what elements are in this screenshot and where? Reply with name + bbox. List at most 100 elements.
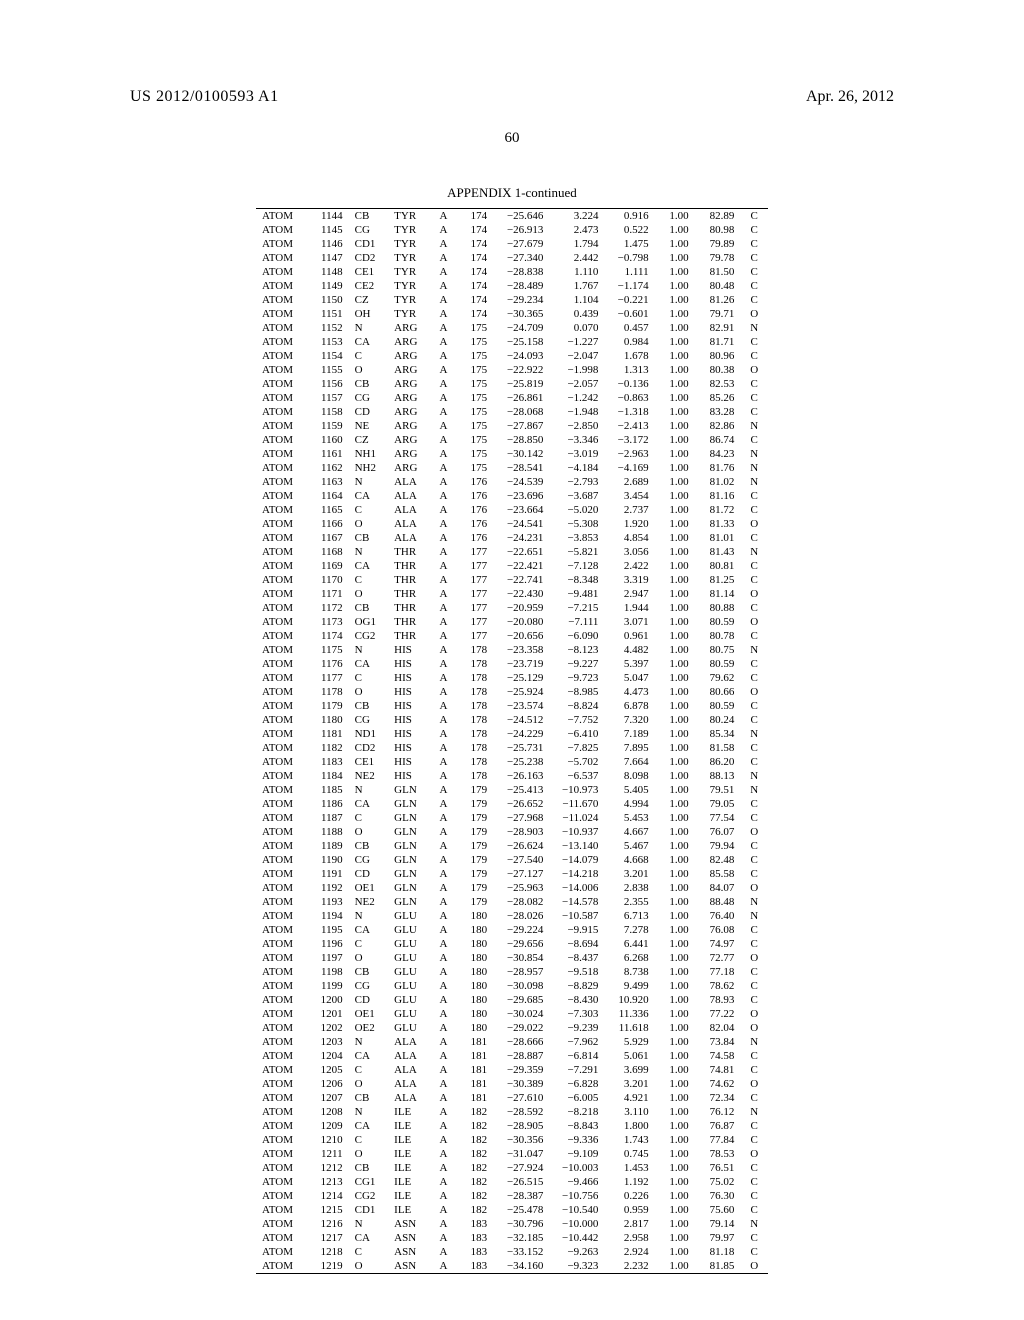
table-cell: 1174 <box>308 629 349 643</box>
table-cell: 182 <box>457 1105 493 1119</box>
table-cell: 1200 <box>308 993 349 1007</box>
table-cell: 1205 <box>308 1063 349 1077</box>
table-cell: C <box>740 265 768 279</box>
table-cell: A <box>430 1063 458 1077</box>
table-cell: C <box>349 573 389 587</box>
table-row: ATOM1218CASNA183−33.152−9.2632.9241.0081… <box>256 1245 768 1259</box>
table-cell: A <box>430 531 458 545</box>
table-cell: 175 <box>457 335 493 349</box>
table-cell: GLN <box>388 783 429 797</box>
table-cell: C <box>349 1133 389 1147</box>
table-cell: −10.973 <box>549 783 604 797</box>
table-cell: −28.903 <box>493 825 549 839</box>
table-cell: 1203 <box>308 1035 349 1049</box>
table-cell: 1.00 <box>655 405 695 419</box>
table-cell: 0.745 <box>604 1147 654 1161</box>
table-cell: 1.00 <box>655 573 695 587</box>
table-cell: 3.699 <box>604 1063 654 1077</box>
table-cell: ATOM <box>256 321 308 335</box>
table-cell: 3.201 <box>604 1077 654 1091</box>
table-cell: 4.994 <box>604 797 654 811</box>
table-cell: 176 <box>457 475 493 489</box>
table-cell: HIS <box>388 699 429 713</box>
table-cell: A <box>430 335 458 349</box>
table-cell: ATOM <box>256 419 308 433</box>
table-cell: 1184 <box>308 769 349 783</box>
table-cell: 3.224 <box>549 209 604 224</box>
table-cell: 1192 <box>308 881 349 895</box>
table-cell: −7.128 <box>549 559 604 573</box>
table-cell: −9.227 <box>549 657 604 671</box>
table-cell: 10.920 <box>604 993 654 1007</box>
table-cell: 1.00 <box>655 811 695 825</box>
table-row: ATOM1209CAILEA182−28.905−8.8431.8001.007… <box>256 1119 768 1133</box>
table-row: ATOM1189CBGLNA179−26.624−13.1405.4671.00… <box>256 839 768 853</box>
table-cell: ATOM <box>256 685 308 699</box>
table-cell: 1.00 <box>655 741 695 755</box>
table-cell: A <box>430 1231 458 1245</box>
table-cell: 80.78 <box>695 629 741 643</box>
table-cell: 1.00 <box>655 825 695 839</box>
table-row: ATOM1200CDGLUA180−29.685−8.43010.9201.00… <box>256 993 768 1007</box>
table-cell: C <box>740 1189 768 1203</box>
table-cell: 1.192 <box>604 1175 654 1189</box>
table-cell: 1.00 <box>655 391 695 405</box>
table-cell: ATOM <box>256 475 308 489</box>
table-cell: 1151 <box>308 307 349 321</box>
table-cell: N <box>740 643 768 657</box>
table-cell: 183 <box>457 1259 493 1274</box>
table-cell: −27.340 <box>493 251 549 265</box>
table-cell: 82.91 <box>695 321 741 335</box>
table-cell: 7.895 <box>604 741 654 755</box>
table-cell: 2.838 <box>604 881 654 895</box>
table-cell: ATOM <box>256 279 308 293</box>
table-cell: C <box>740 601 768 615</box>
table-cell: C <box>740 377 768 391</box>
table-cell: 80.96 <box>695 349 741 363</box>
table-cell: ATOM <box>256 1035 308 1049</box>
table-cell: ATOM <box>256 1133 308 1147</box>
table-cell: 80.24 <box>695 713 741 727</box>
table-cell: 1210 <box>308 1133 349 1147</box>
table-cell: 1.944 <box>604 601 654 615</box>
table-cell: A <box>430 643 458 657</box>
table-cell: −25.478 <box>493 1203 549 1217</box>
table-cell: CE2 <box>349 279 389 293</box>
table-cell: −28.887 <box>493 1049 549 1063</box>
table-cell: O <box>740 881 768 895</box>
table-cell: 1.00 <box>655 993 695 1007</box>
table-row: ATOM1168NTHRA177−22.651−5.8213.0561.0081… <box>256 545 768 559</box>
table-cell: GLU <box>388 923 429 937</box>
table-cell: 1153 <box>308 335 349 349</box>
table-cell: 1.00 <box>655 839 695 853</box>
table-cell: 5.453 <box>604 811 654 825</box>
table-cell: C <box>740 1063 768 1077</box>
table-cell: 183 <box>457 1217 493 1231</box>
table-cell: ATOM <box>256 993 308 1007</box>
table-cell: A <box>430 965 458 979</box>
table-cell: A <box>430 1217 458 1231</box>
table-cell: HIS <box>388 727 429 741</box>
table-cell: C <box>349 503 389 517</box>
table-cell: 179 <box>457 895 493 909</box>
table-cell: −7.303 <box>549 1007 604 1021</box>
table-cell: 82.04 <box>695 1021 741 1035</box>
table-row: ATOM1158CDARGA175−28.068−1.948−1.3181.00… <box>256 405 768 419</box>
table-cell: A <box>430 1105 458 1119</box>
table-cell: 88.48 <box>695 895 741 909</box>
table-cell: 81.43 <box>695 545 741 559</box>
table-cell: 4.482 <box>604 643 654 657</box>
table-cell: TYR <box>388 279 429 293</box>
table-cell: −25.819 <box>493 377 549 391</box>
table-cell: 1179 <box>308 699 349 713</box>
table-cell: 178 <box>457 685 493 699</box>
table-cell: −3.853 <box>549 531 604 545</box>
table-cell: ALA <box>388 1091 429 1105</box>
table-cell: 1172 <box>308 601 349 615</box>
table-cell: CG <box>349 853 389 867</box>
table-cell: 180 <box>457 1021 493 1035</box>
table-cell: 178 <box>457 727 493 741</box>
table-cell: ILE <box>388 1119 429 1133</box>
table-cell: −23.696 <box>493 489 549 503</box>
table-cell: 1.00 <box>655 1091 695 1105</box>
